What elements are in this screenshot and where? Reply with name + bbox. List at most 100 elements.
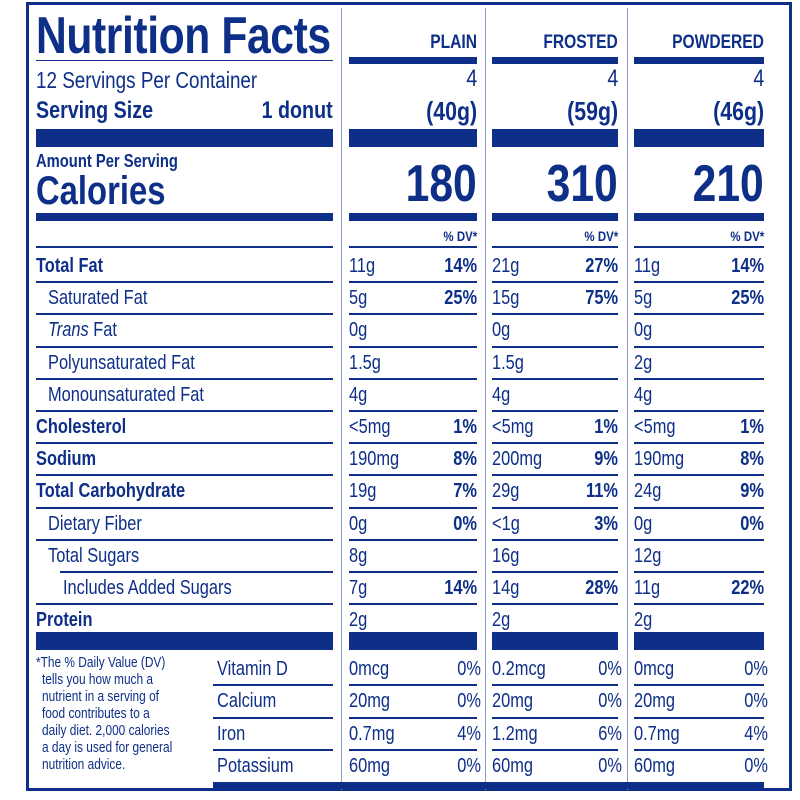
nutrient-amount: 4g	[349, 383, 371, 407]
divider	[36, 507, 333, 509]
vitamin-amount: 60mg	[492, 754, 542, 778]
vitamin-daily-value-text: 0%	[598, 755, 622, 777]
nutrient-daily-value-text: 1%	[594, 416, 618, 438]
vitamin-daily-value: 6%	[492, 722, 622, 746]
nutrient-amount: 24g	[634, 479, 667, 503]
divider	[349, 603, 477, 605]
servings-count: 4	[492, 66, 618, 92]
nutrient-label-text: Monounsaturated Fat	[48, 384, 204, 406]
nutrient-daily-value-text: 11%	[586, 480, 618, 502]
nutrient-amount-text: 5g	[349, 287, 368, 309]
column-name: FROSTED	[492, 32, 618, 54]
nutrient-daily-value-text: 8%	[740, 448, 764, 470]
divider	[36, 346, 333, 348]
nutrient-amount: <5mg	[634, 415, 685, 439]
vitamin-amount: 0mcg	[349, 657, 398, 681]
divider	[36, 410, 333, 412]
vitamin-daily-value-text: 4%	[457, 723, 481, 745]
vitamin-amount: 0mcg	[634, 657, 683, 681]
nutrient-daily-value: 9%	[634, 479, 764, 503]
nutrient-amount-text: 2g	[634, 609, 653, 631]
nutrient-daily-value	[634, 351, 764, 375]
nutrient-amount: 11g	[634, 254, 666, 278]
thick-divider	[36, 632, 333, 650]
vitamin-amount: 1.2mg	[492, 722, 548, 746]
nutrient-daily-value: 3%	[492, 512, 618, 536]
nutrient-daily-value	[492, 318, 618, 342]
dv-header-text: % DV*	[443, 228, 477, 244]
nutrient-daily-value-text: 1%	[453, 416, 477, 438]
nutrient-daily-value-text: 0%	[453, 513, 477, 535]
nutrient-amount: 4g	[634, 383, 656, 407]
vitamin-amount: 20mg	[349, 689, 399, 713]
divider	[492, 474, 618, 476]
divider	[492, 571, 618, 573]
nutrient-daily-value-text: 3%	[594, 513, 618, 535]
nutrient-amount: 0g	[634, 512, 656, 536]
divider	[349, 378, 477, 380]
vitamin-label: Vitamin D	[217, 657, 303, 681]
divider	[492, 281, 618, 283]
nutrient-daily-value	[349, 383, 477, 407]
nutrient-amount-text: 0g	[634, 513, 653, 535]
nutrient-amount: 11g	[634, 576, 666, 600]
servings-count-text: 4	[607, 65, 618, 92]
nutrient-amount: 1.5g	[492, 351, 531, 375]
nutrient-daily-value	[634, 318, 764, 342]
calories-text: Calories	[36, 169, 166, 213]
nutrient-daily-value	[492, 383, 618, 407]
divider	[36, 603, 333, 605]
nutrient-label-rest: Fat	[88, 319, 117, 341]
nutrient-label-text: Sodium	[36, 448, 97, 470]
vitamin-daily-value: 4%	[634, 722, 768, 746]
vitamin-amount: 20mg	[634, 689, 684, 713]
dv-header: % DV*	[492, 227, 618, 245]
divider	[36, 474, 333, 476]
vitamin-amount-text: 0.7mg	[349, 723, 395, 745]
nutrient-label: Dietary Fiber	[48, 512, 162, 536]
nutrient-daily-value	[492, 608, 618, 632]
label-title: Nutrition Facts	[36, 10, 395, 62]
serving-size-label: Serving Size	[36, 97, 179, 125]
vitamin-amount-text: 0mcg	[349, 658, 390, 680]
vitamin-amount-text: 0.7mg	[634, 723, 680, 745]
divider	[349, 442, 477, 444]
calories-label: Calories	[36, 170, 194, 212]
divider	[634, 246, 764, 248]
thick-divider	[349, 632, 477, 650]
nutrient-daily-value-text: 9%	[740, 480, 764, 502]
vitamin-label-text: Vitamin D	[217, 658, 288, 680]
nutrient-label: Trans Fat	[48, 318, 132, 342]
footnote-line: a day is used for general	[42, 740, 173, 756]
nutrient-amount: 7g	[349, 576, 371, 600]
nutrient-daily-value-text: 8%	[453, 448, 477, 470]
divider	[36, 246, 333, 248]
nutrient-label: Total Fat	[36, 254, 118, 278]
nutrient-amount: 5g	[634, 286, 656, 310]
nutrient-amount: 1.5g	[349, 351, 388, 375]
servings-count: 4	[349, 66, 477, 92]
divider	[492, 507, 618, 509]
nutrient-label: Cholesterol	[36, 415, 146, 439]
divider	[492, 684, 618, 686]
vitamin-daily-value: 0%	[492, 657, 622, 681]
nutrient-amount-text: 11g	[349, 255, 376, 277]
divider	[492, 313, 618, 315]
divider	[634, 410, 764, 412]
medium-divider	[36, 213, 333, 221]
nutrient-daily-value: 0%	[349, 512, 477, 536]
divider	[634, 378, 764, 380]
nutrient-amount: 0g	[349, 318, 371, 342]
nutrient-amount: 19g	[349, 479, 382, 503]
vitamin-amount: 20mg	[492, 689, 542, 713]
column-separator	[485, 8, 486, 790]
nutrient-daily-value	[492, 351, 618, 375]
vitamin-amount-text: 60mg	[634, 755, 676, 777]
nutrient-amount-text: <5mg	[634, 416, 676, 438]
vitamin-amount-text: 20mg	[634, 690, 676, 712]
divider	[213, 749, 333, 751]
calories-value: 180	[349, 156, 477, 212]
footnote-line: nutrition advice.	[42, 757, 126, 773]
vitamin-daily-value: 0%	[492, 689, 622, 713]
divider	[634, 281, 764, 283]
